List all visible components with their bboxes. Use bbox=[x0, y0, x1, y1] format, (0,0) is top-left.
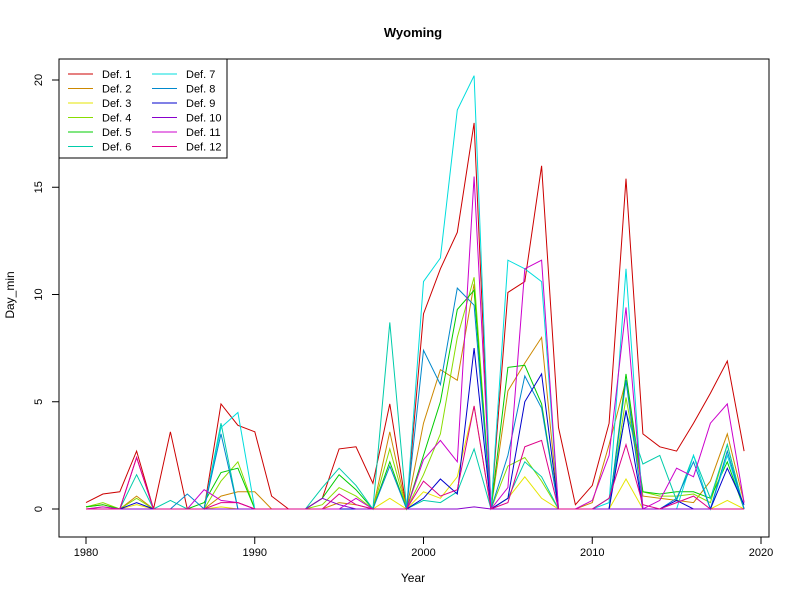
y-axis: 0 5 10 15 20 bbox=[33, 74, 60, 512]
legend-label: Def. 7 bbox=[186, 69, 215, 81]
x-tick-label: 2010 bbox=[580, 547, 604, 559]
legend-label: Def. 12 bbox=[186, 142, 221, 154]
legend-label: Def. 9 bbox=[186, 98, 215, 110]
y-axis-label: Day_min bbox=[3, 271, 17, 318]
legend-label: Def. 3 bbox=[102, 98, 131, 110]
legend-label: Def. 8 bbox=[186, 84, 215, 96]
series-line-1 bbox=[85, 122, 745, 510]
series-line-11 bbox=[85, 176, 745, 511]
x-tick-label: 2020 bbox=[749, 547, 773, 559]
legend-label: Def. 11 bbox=[186, 127, 221, 139]
y-tick-label: 5 bbox=[33, 399, 45, 405]
legend-label: Def. 5 bbox=[102, 127, 131, 139]
legend-label: Def. 6 bbox=[102, 142, 131, 154]
x-tick-label: 2000 bbox=[411, 547, 435, 559]
legend-label: Def. 10 bbox=[186, 113, 221, 125]
series-line-8 bbox=[86, 287, 745, 511]
y-tick-label: 10 bbox=[33, 288, 45, 300]
series-line-3 bbox=[85, 405, 745, 510]
y-tick-label: 20 bbox=[33, 74, 45, 86]
x-axis: 1980 1990 2000 2010 2020 bbox=[74, 536, 773, 559]
series-line-12 bbox=[86, 405, 745, 510]
y-tick-label: 0 bbox=[33, 506, 45, 512]
series-layer bbox=[85, 75, 745, 511]
legend-box bbox=[58, 58, 228, 159]
series-line-5 bbox=[85, 288, 745, 511]
legend-label: Def. 4 bbox=[102, 113, 131, 125]
legend-label: Def. 1 bbox=[102, 69, 131, 81]
x-tick-label: 1990 bbox=[243, 547, 267, 559]
x-tick-label: 1980 bbox=[74, 547, 98, 559]
legend-label: Def. 2 bbox=[102, 84, 131, 96]
legend: Def. 1 Def. 2 Def. 3 Def. 4 Def. 5 Def. 6 Def.… bbox=[58, 58, 228, 159]
x-axis-label: Year bbox=[401, 571, 425, 585]
y-tick-label: 15 bbox=[33, 181, 45, 193]
chart-title: Wyoming bbox=[384, 25, 442, 40]
